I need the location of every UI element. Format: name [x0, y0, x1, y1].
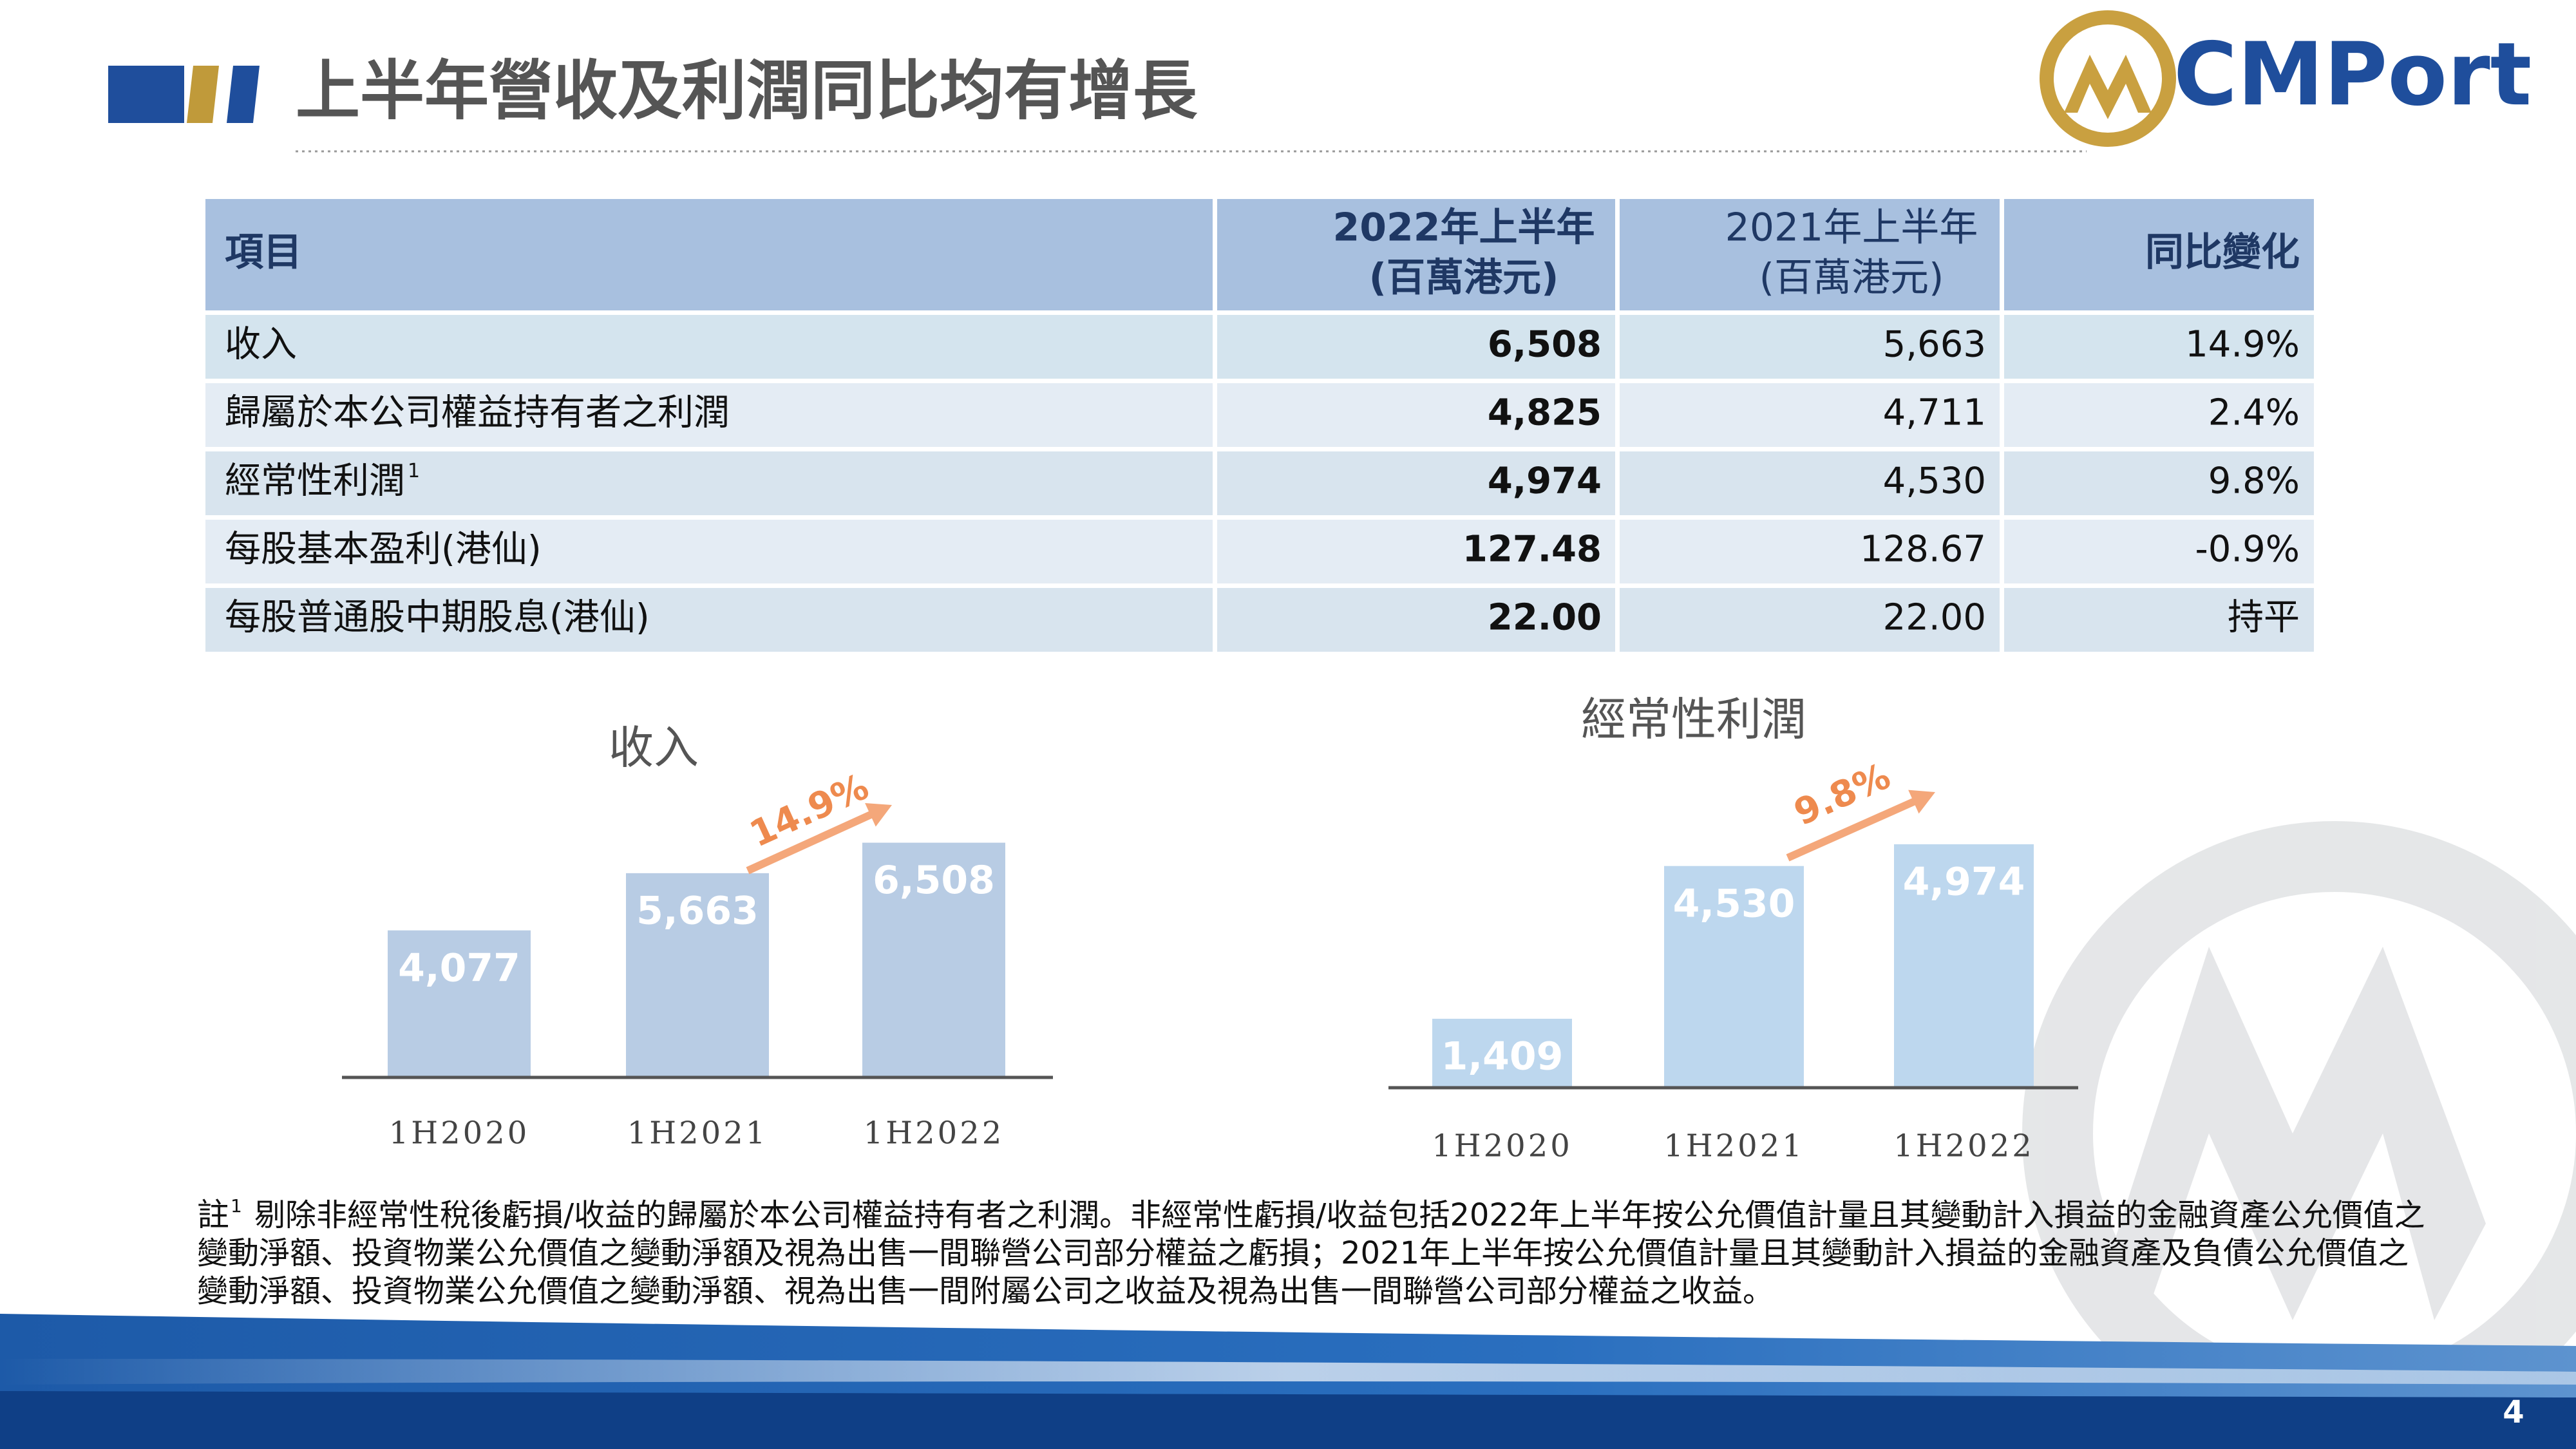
table-cell — [205, 588, 1213, 652]
table-cell — [2004, 315, 2314, 379]
cell-text: 6,508 — [1488, 324, 1602, 366]
bar-label: 4,974 — [1903, 860, 2025, 905]
cell-text: 4,711 — [1883, 392, 1986, 434]
bar — [626, 873, 769, 1077]
cell-text: 持平 — [2228, 597, 2300, 639]
chart-title: 收入 — [609, 721, 699, 774]
x-tick-label: 1H2022 — [1893, 1128, 2034, 1164]
header-text: (百萬港元) — [1759, 256, 1944, 301]
bar-label: 4,530 — [1673, 881, 1795, 926]
header-text: 項目 — [225, 230, 302, 275]
table-cell — [205, 451, 1213, 515]
page-title: 上半年營收及利潤同比均有增長 — [296, 53, 1198, 128]
cell-text: 每股基本盈利(港仙) — [225, 529, 542, 571]
cell-text: 128.67 — [1860, 529, 1986, 571]
bar-label: 1,409 — [1441, 1034, 1564, 1079]
charts: 收入4,0771H20205,6631H20216,5081H202214.9%… — [342, 693, 2078, 1164]
footnote-line: 變動淨額、投資物業公允價值之變動淨額、視為出售一間附屬公司之收益及視為出售一間聯… — [197, 1273, 1774, 1309]
growth-label: 9.8% — [1788, 755, 1896, 835]
table-cell — [2004, 383, 2314, 447]
table-cell — [1217, 588, 1615, 652]
bar-label: 5,663 — [636, 888, 759, 933]
table-cell — [1620, 520, 2000, 583]
table-cell — [1217, 520, 1615, 583]
x-tick-label: 1H2020 — [1432, 1128, 1573, 1164]
x-tick-label: 1H2022 — [864, 1115, 1005, 1151]
bar-label: 6,508 — [873, 858, 995, 903]
cell-text: 22.00 — [1488, 597, 1602, 639]
cell-text: 14.9% — [2185, 324, 2300, 366]
cell-text: 9.8% — [2208, 460, 2300, 502]
header-block — [108, 66, 184, 123]
table-cell — [1217, 315, 1615, 379]
table-cell — [1217, 383, 1615, 447]
table-cell — [1620, 451, 2000, 515]
cell-text: 收入 — [225, 324, 297, 366]
table-cell — [205, 383, 1213, 447]
bar — [1894, 844, 2034, 1088]
header-text: 2021年上半年 — [1725, 205, 1978, 251]
logo-text: CMPort — [2174, 24, 2532, 125]
footnote-line: 變動淨額、投資物業公允價值之變動淨額及視為出售一間聯營公司部分權益之虧損；202… — [197, 1235, 2409, 1271]
cell-text: 22.00 — [1883, 597, 1986, 639]
table-cell — [205, 315, 1213, 379]
x-tick-label: 1H2020 — [389, 1115, 530, 1151]
table-cell — [205, 520, 1213, 583]
cell-text: -0.9% — [2195, 529, 2300, 571]
header-text: (百萬港元) — [1369, 256, 1559, 301]
arrow-head — [865, 802, 892, 827]
cell-text: 4,974 — [1488, 460, 1602, 502]
page-number: 4 — [2503, 1394, 2524, 1430]
arrow-head — [1908, 790, 1935, 814]
watermark — [2022, 821, 2576, 1446]
table-cell — [1620, 588, 2000, 652]
footnote-ref: 1 — [231, 1195, 242, 1217]
table-cell — [2004, 588, 2314, 652]
growth-arrow — [746, 809, 876, 875]
note-ref: 1 — [408, 460, 420, 482]
bar-label: 4,077 — [398, 945, 520, 990]
bar — [862, 842, 1005, 1077]
logo: CMPort — [2040, 10, 2532, 147]
cell-text: 4,530 — [1883, 460, 1986, 502]
header-cell — [205, 199, 1213, 310]
table-cell — [2004, 451, 2314, 515]
growth-arrow — [1786, 796, 1920, 862]
table-cell — [1217, 451, 1615, 515]
footnote-line: 剔除非經常性稅後虧損/收益的歸屬於本公司權益持有者之利潤。非經常性虧損/收益包括… — [254, 1197, 2425, 1233]
header-stripe — [227, 66, 260, 123]
table-cell — [1620, 315, 2000, 379]
cell-text: 127.48 — [1463, 529, 1602, 571]
bottom-band — [0, 1314, 2576, 1449]
header-cell — [1620, 199, 2000, 310]
x-tick-label: 1H2021 — [627, 1115, 768, 1151]
cell-text: 經常性利潤 — [225, 460, 405, 502]
header-text: 2022年上半年 — [1333, 205, 1595, 251]
header-text: 同比變化 — [2145, 230, 2300, 275]
chart-title: 經常性利潤 — [1581, 693, 1806, 746]
cell-text: 5,663 — [1883, 324, 1986, 366]
bar — [1432, 1018, 1572, 1088]
header-cell — [2004, 199, 2314, 310]
cell-text: 每股普通股中期股息(港仙) — [225, 597, 650, 639]
bar — [1664, 866, 1804, 1088]
cell-text: 4,825 — [1488, 392, 1602, 434]
header-stripe — [187, 66, 219, 123]
cell-text: 歸屬於本公司權益持有者之利潤 — [225, 392, 730, 434]
x-tick-label: 1H2021 — [1663, 1128, 1804, 1164]
footnote: 註 1 剔除非經常性稅後虧損/收益的歸屬於本公司權益持有者之利潤。非經常性虧損/… — [197, 1195, 2425, 1309]
table-cell — [2004, 520, 2314, 583]
cell-text: 2.4% — [2208, 392, 2300, 434]
header-cell — [1217, 199, 1615, 310]
footnote-marker: 註 — [197, 1197, 229, 1234]
table-cell — [1620, 383, 2000, 447]
bar — [388, 930, 531, 1077]
